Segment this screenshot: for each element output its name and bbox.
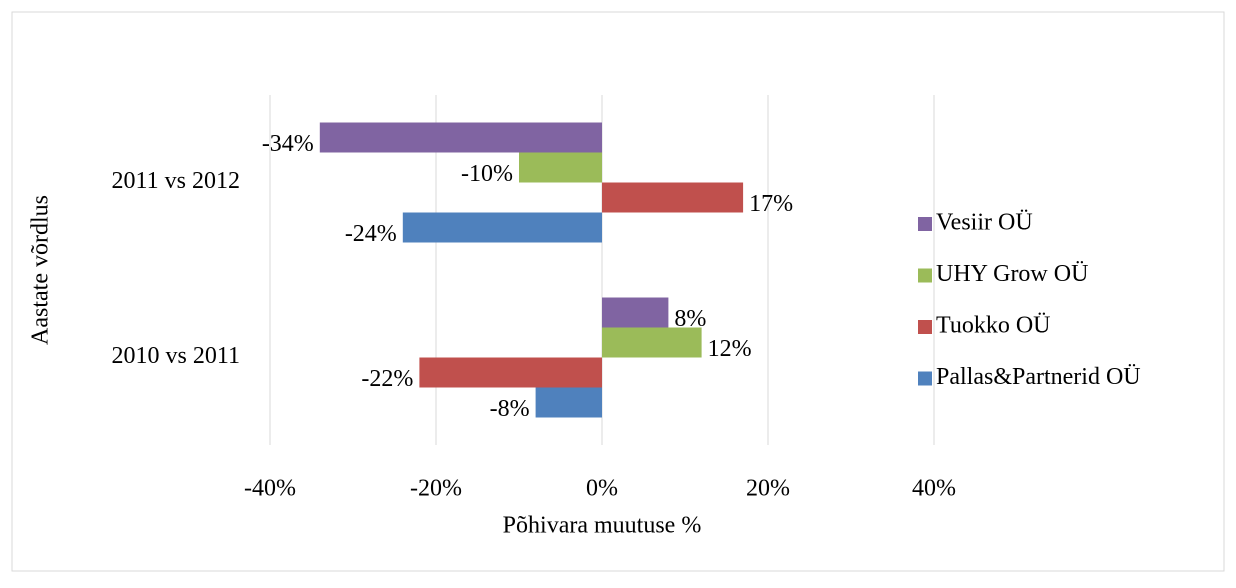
data-label: -22%: [361, 366, 413, 392]
legend-label: Pallas&Partnerid OÜ: [936, 364, 1141, 390]
bar: [602, 182, 744, 213]
y-axis-title: Aastate võrdlus: [28, 195, 54, 345]
legend-label: Vesiir OÜ: [936, 210, 1033, 236]
bar: [419, 357, 602, 388]
bar: [319, 122, 602, 153]
bar: [535, 387, 602, 418]
x-tick-label: -40%: [244, 476, 296, 502]
legend-swatch: [918, 320, 932, 334]
legend-swatch: [918, 217, 932, 231]
bar: [402, 212, 602, 243]
chart-border: [11, 11, 1225, 572]
bar: [602, 297, 669, 328]
legend-swatch: [918, 371, 932, 386]
legend-swatch: [918, 268, 932, 283]
data-label: -10%: [461, 161, 513, 187]
legend-label: UHY Grow OÜ: [936, 261, 1088, 287]
data-label: -8%: [490, 396, 530, 422]
data-label: -34%: [262, 131, 314, 157]
bar: [519, 152, 602, 183]
y-tick-label: 2011 vs 2012: [112, 168, 240, 194]
y-tick-label: 2010 vs 2011: [112, 343, 240, 369]
legend-label: Tuokko OÜ: [936, 313, 1050, 339]
x-tick-label: -20%: [410, 476, 462, 502]
data-label: 12%: [708, 336, 752, 362]
x-axis-title: Põhivara muutuse %: [503, 513, 702, 539]
x-tick-label: 0%: [586, 476, 618, 502]
x-tick-label: 20%: [746, 476, 790, 502]
data-label: 17%: [749, 191, 793, 217]
x-tick-label: 40%: [912, 476, 956, 502]
data-label: -24%: [345, 221, 397, 247]
bar: [602, 327, 702, 358]
